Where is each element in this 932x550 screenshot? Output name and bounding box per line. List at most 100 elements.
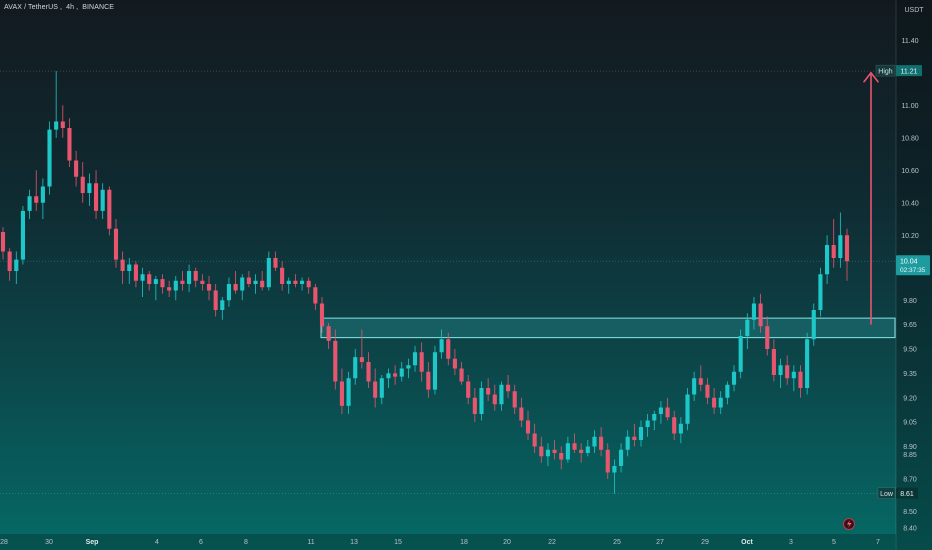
candle-body: [612, 466, 617, 473]
candle-body: [386, 373, 391, 379]
candle-body: [266, 258, 271, 288]
candle-body: [393, 373, 398, 377]
candle-body: [539, 446, 544, 457]
date-tick-label: Sep: [86, 539, 99, 546]
candle-body: [60, 121, 65, 128]
date-tick-label: 18: [460, 539, 468, 546]
resistance-zone[interactable]: [320, 317, 896, 339]
candle-body: [499, 384, 504, 405]
date-tick-label: 5: [832, 539, 836, 546]
candle-body: [260, 280, 265, 288]
candle-body: [299, 280, 305, 284]
price-tick-label: 10.80: [901, 135, 919, 142]
candle-body: [466, 381, 471, 398]
candle-body: [187, 271, 192, 284]
candle-body: [559, 453, 564, 460]
low-price-tag: [896, 487, 918, 499]
price-tick-label: 9.50: [903, 347, 917, 354]
price-tick-label: 8.70: [903, 477, 917, 484]
price-tick-label: 8.85: [903, 452, 917, 459]
candle-body: [359, 357, 364, 362]
candle-body: [0, 232, 6, 252]
date-tick-label: 28: [0, 539, 8, 546]
candle-body: [785, 365, 790, 379]
candle-body: [452, 358, 457, 369]
candle-body: [638, 427, 644, 440]
candle-body: [113, 228, 119, 260]
candle-body: [54, 121, 59, 130]
date-tick-label: 30: [45, 539, 53, 546]
candle-body: [798, 371, 803, 388]
candle-body: [100, 189, 105, 211]
high-tag-label: High: [878, 69, 893, 76]
candle-body: [605, 449, 610, 473]
candle-body: [366, 362, 371, 382]
candle-body: [472, 397, 477, 414]
candle-body: [426, 371, 431, 390]
candle-body: [658, 407, 663, 414]
candle-body: [34, 196, 39, 203]
candle-body: [705, 384, 710, 398]
candle-body: [486, 388, 491, 395]
candle-body: [27, 196, 32, 211]
candle-body: [791, 371, 796, 379]
target-arrow-head: [863, 71, 879, 83]
candle-body: [160, 279, 165, 288]
candle-body: [519, 407, 524, 421]
candle-body: [718, 397, 723, 408]
candle-body: [412, 352, 418, 366]
candle-body: [220, 300, 225, 310]
candle-body: [652, 414, 657, 421]
candle-body: [552, 449, 557, 453]
interval-label: 4h: [66, 4, 75, 11]
price-tick-label: 10.60: [901, 168, 919, 175]
low-tag: [877, 487, 896, 499]
candle-body: [579, 449, 584, 453]
candle-body: [765, 326, 770, 349]
candle-body: [825, 245, 830, 275]
candle-body: [7, 251, 12, 271]
candle-body: [419, 352, 424, 372]
candle-body: [406, 365, 411, 369]
candle-body: [14, 259, 19, 271]
candle-body: [745, 319, 750, 336]
candle-body: [326, 326, 331, 341]
candle-body: [346, 378, 351, 406]
candle-body: [565, 443, 570, 460]
price-tick-label: 10.40: [901, 200, 919, 207]
candle-body: [40, 186, 45, 203]
candle-body: [226, 284, 232, 301]
candle-body: [572, 443, 577, 450]
candle-body: [838, 235, 843, 258]
candle-body: [545, 449, 551, 457]
time-axis-panel[interactable]: [0, 534, 896, 550]
candle-body: [213, 290, 218, 310]
candle-body: [133, 264, 138, 281]
candle-body: [844, 235, 850, 262]
candle-body: [153, 279, 158, 284]
price-tick-label: 11.40: [902, 38, 919, 45]
price-tick-label: 10.20: [901, 233, 919, 240]
candle-body: [147, 274, 152, 284]
candle-body: [280, 267, 285, 284]
high-price-value: 11.21: [901, 69, 918, 76]
candle-body: [333, 340, 338, 382]
candle-body: [592, 436, 597, 447]
price-tick-label: 9.05: [903, 420, 917, 427]
candle-body: [173, 280, 178, 291]
candle-body: [439, 339, 444, 353]
candle-body: [506, 384, 511, 392]
current-price-value: 10.04: [900, 258, 918, 265]
candle-body: [665, 407, 670, 418]
candle-body: [459, 368, 464, 382]
candle-body: [625, 436, 630, 450]
candle-body: [193, 271, 198, 281]
candle-body: [74, 160, 79, 177]
candle-body: [771, 349, 776, 375]
price-tick-label: 11.00: [902, 103, 919, 110]
candle-body: [632, 436, 637, 440]
candle-body: [805, 339, 810, 388]
candle-body: [818, 274, 823, 310]
